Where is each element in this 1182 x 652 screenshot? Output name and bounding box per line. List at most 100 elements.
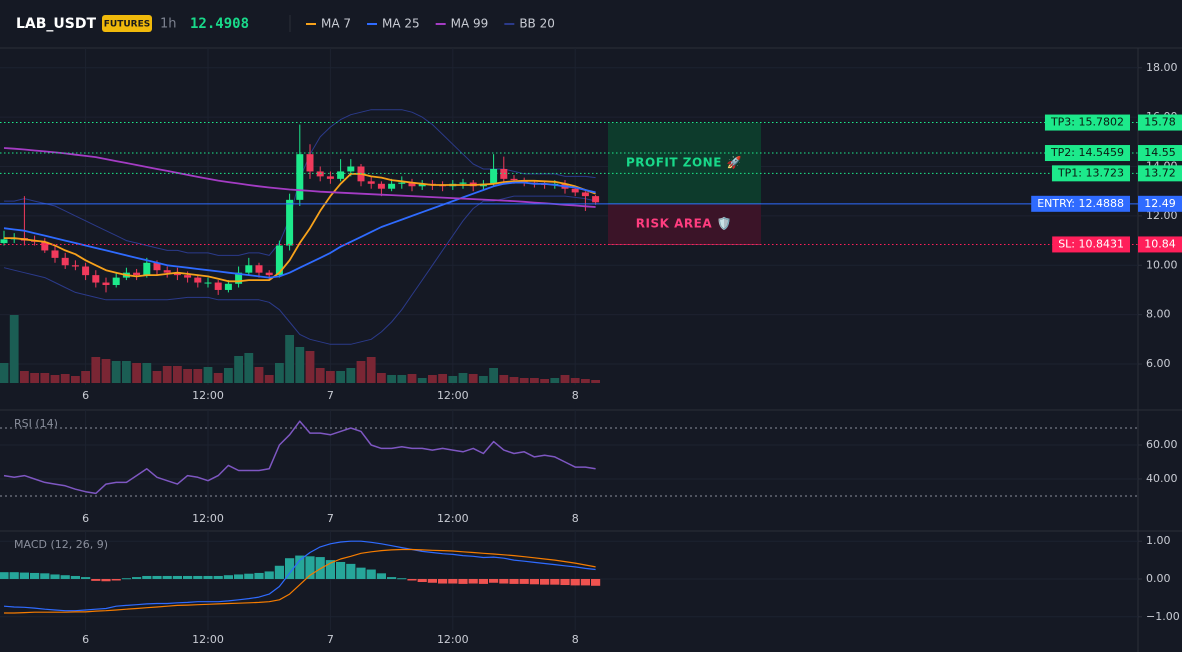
candle-body (296, 154, 304, 200)
histogram-bar (499, 578, 509, 584)
histogram-bar (30, 572, 40, 579)
volume-bar (489, 368, 498, 383)
candle-body (82, 266, 90, 276)
candle-body (235, 272, 243, 284)
volume-bar (377, 373, 386, 383)
volume-bar (315, 368, 325, 383)
level-axis-label: 10.84 (1144, 237, 1176, 250)
candle-body (112, 277, 120, 286)
histogram-bar (315, 557, 325, 579)
x-tick-label: 8 (572, 389, 579, 402)
level-tag-text: TP1: 13.723 (1057, 166, 1124, 179)
candle-body (71, 265, 79, 267)
histogram-bar (478, 578, 488, 584)
candle-body (347, 166, 355, 172)
y-tick-label: −1.00 (1146, 610, 1180, 623)
volume-bar (244, 353, 254, 383)
histogram-bar (570, 578, 580, 586)
volume-bar (448, 376, 458, 383)
level-axis-label: 12.49 (1144, 197, 1176, 210)
histogram-bar (529, 578, 539, 585)
indicator-line (3, 420, 596, 495)
x-tick-label: 7 (327, 512, 334, 525)
y-tick-label: 6.00 (1146, 357, 1171, 370)
volume-bar (438, 374, 447, 383)
histogram-bar (580, 578, 590, 586)
volume-bar (254, 367, 264, 383)
level-tag-text: TP3: 15.7802 (1050, 116, 1124, 129)
histogram-bar (9, 572, 19, 579)
histogram-bar (427, 578, 437, 583)
candle-body (571, 188, 579, 193)
histogram-bar (60, 575, 70, 579)
histogram-bar (438, 578, 448, 584)
volume-bar (530, 378, 539, 383)
volume-bar (519, 378, 529, 383)
candle-body (0, 239, 8, 244)
level-axis-label: 15.78 (1144, 116, 1176, 129)
volume-bar (346, 368, 356, 383)
candle-body (398, 182, 406, 184)
histogram-bar (142, 575, 152, 579)
histogram-bar (183, 575, 193, 579)
candle-body (490, 168, 498, 184)
level-tag (1031, 195, 1130, 212)
volume-bar (50, 375, 60, 383)
y-tick-label: 10.00 (1146, 258, 1178, 271)
histogram-bar (81, 577, 91, 579)
level-tag (1044, 114, 1130, 131)
histogram-bar (376, 573, 386, 579)
histogram-bar (387, 577, 397, 579)
interval: 1h (160, 17, 177, 32)
level-tag (1052, 236, 1130, 253)
volume-bar (326, 371, 335, 383)
volume-bar (560, 375, 570, 383)
histogram-bar (295, 555, 305, 579)
level-tag-text: SL: 10.8431 (1058, 237, 1124, 250)
candle-body (367, 181, 375, 184)
histogram-bar (448, 578, 458, 584)
candle-body (163, 270, 171, 273)
level-axis-label: 13.72 (1144, 166, 1176, 179)
candle-body (592, 196, 600, 203)
x-tick-label: 8 (572, 633, 579, 646)
volume-bar (305, 351, 315, 383)
histogram-bar (397, 578, 407, 580)
histogram-bar (509, 578, 519, 584)
histogram-bar (458, 578, 468, 584)
volume-bar (387, 375, 396, 383)
histogram-bar (305, 556, 315, 579)
candle-body (143, 262, 151, 276)
indicator-line (4, 548, 596, 614)
volume-bar (183, 369, 192, 383)
histogram-bar (489, 578, 499, 583)
level-axis-tag (1138, 165, 1182, 182)
candle-body (194, 277, 202, 283)
volume-bar (581, 379, 590, 383)
candle-body (581, 192, 589, 197)
candle-body (214, 282, 222, 290)
volume-bar (570, 378, 580, 383)
zone (608, 122, 761, 204)
level-tag (1051, 165, 1130, 182)
histogram-bar (234, 574, 244, 579)
market-badge (102, 15, 152, 32)
volume-bar (122, 361, 131, 383)
histogram-bar (111, 578, 121, 581)
moving-average (3, 181, 596, 279)
volume-bar (111, 361, 121, 383)
level-axis-label: 14.55 (1144, 146, 1176, 159)
candle-body (173, 272, 181, 276)
x-tick-label: 12:00 (437, 512, 469, 525)
histogram-bar (70, 575, 80, 579)
candle-body (255, 265, 263, 273)
x-tick-label: 12:00 (192, 512, 224, 525)
histogram-bar (591, 578, 601, 586)
x-tick-label: 7 (327, 389, 334, 402)
y-tick-label: 8.00 (1146, 308, 1171, 321)
x-tick-label: 6 (82, 512, 89, 525)
histogram-bar (172, 575, 182, 579)
volume-bar (275, 363, 284, 383)
